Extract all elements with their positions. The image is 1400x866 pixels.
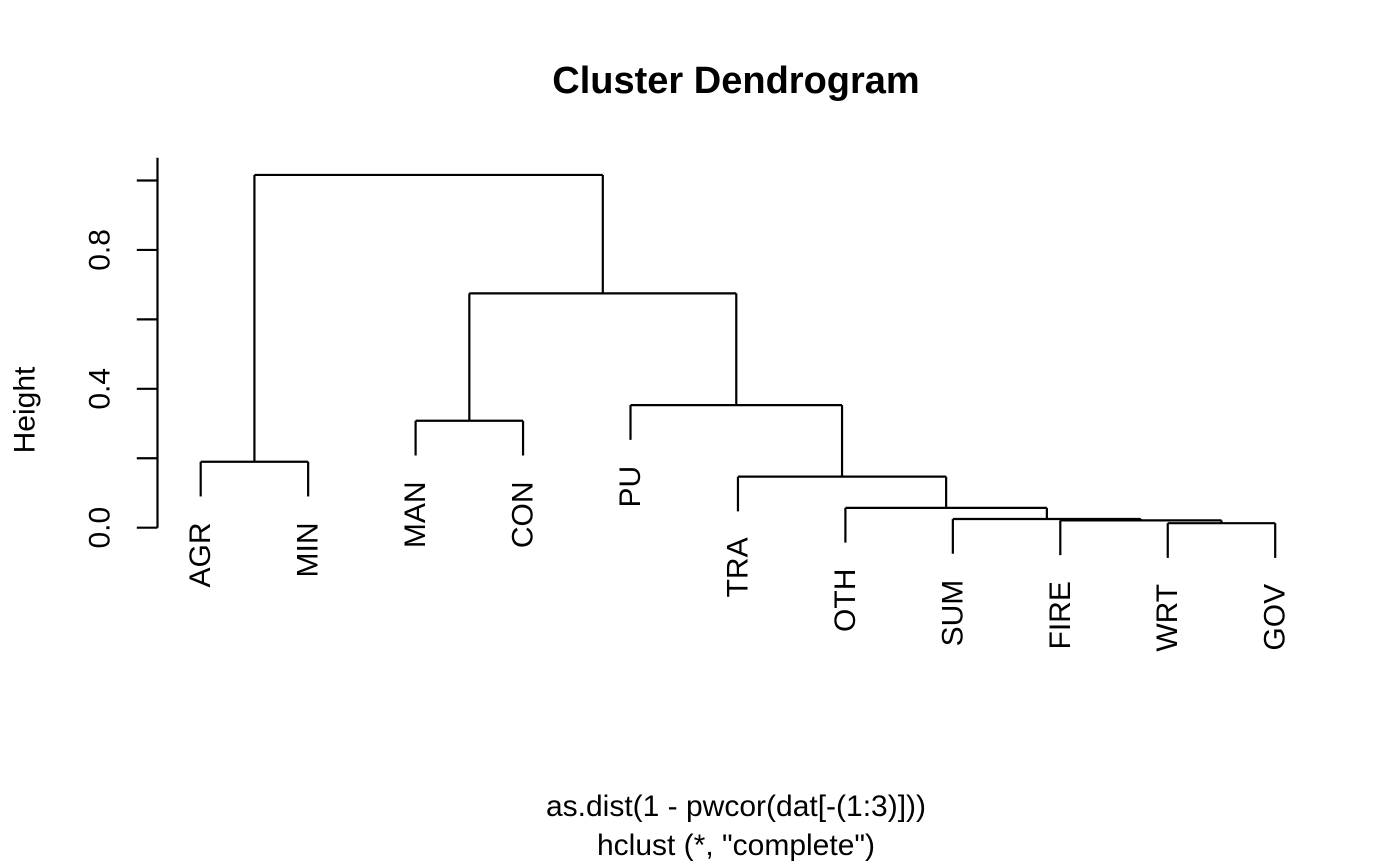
y-axis-title: Height: [9, 366, 42, 453]
leaf-label-fire: FIRE: [1044, 581, 1077, 649]
leaf-label-oth: OTH: [829, 569, 862, 632]
leaf-label-man: MAN: [399, 481, 432, 548]
leaf-label-sum: SUM: [936, 580, 969, 647]
chart-title: Cluster Dendrogram: [552, 60, 919, 102]
leaf-label-gov: GOV: [1259, 584, 1292, 651]
leaf-label-min: MIN: [292, 522, 325, 577]
y-tick-label-0.4: 0.4: [84, 368, 117, 410]
caption-hclust-method: hclust (*, "complete"): [597, 829, 875, 862]
caption-distance-call: as.dist(1 - pwcor(dat[-(1:3)])): [546, 790, 926, 823]
leaf-label-tra: TRA: [721, 537, 754, 597]
dendrogram-tree: AGR MIN MAN CON PU TRA OTH SUM FIRE WRT GOV: [184, 173, 1292, 652]
y-tick-label-0.8: 0.8: [84, 229, 117, 271]
leaf-label-agr: AGR: [184, 522, 217, 587]
y-tick-label-0.0: 0.0: [84, 507, 117, 549]
leaf-label-pu: PU: [614, 466, 647, 508]
leaf-label-con: CON: [507, 481, 540, 548]
y-axis: 0.0 0.4 0.8: [84, 157, 159, 549]
leaf-label-wrt: WRT: [1151, 584, 1184, 652]
